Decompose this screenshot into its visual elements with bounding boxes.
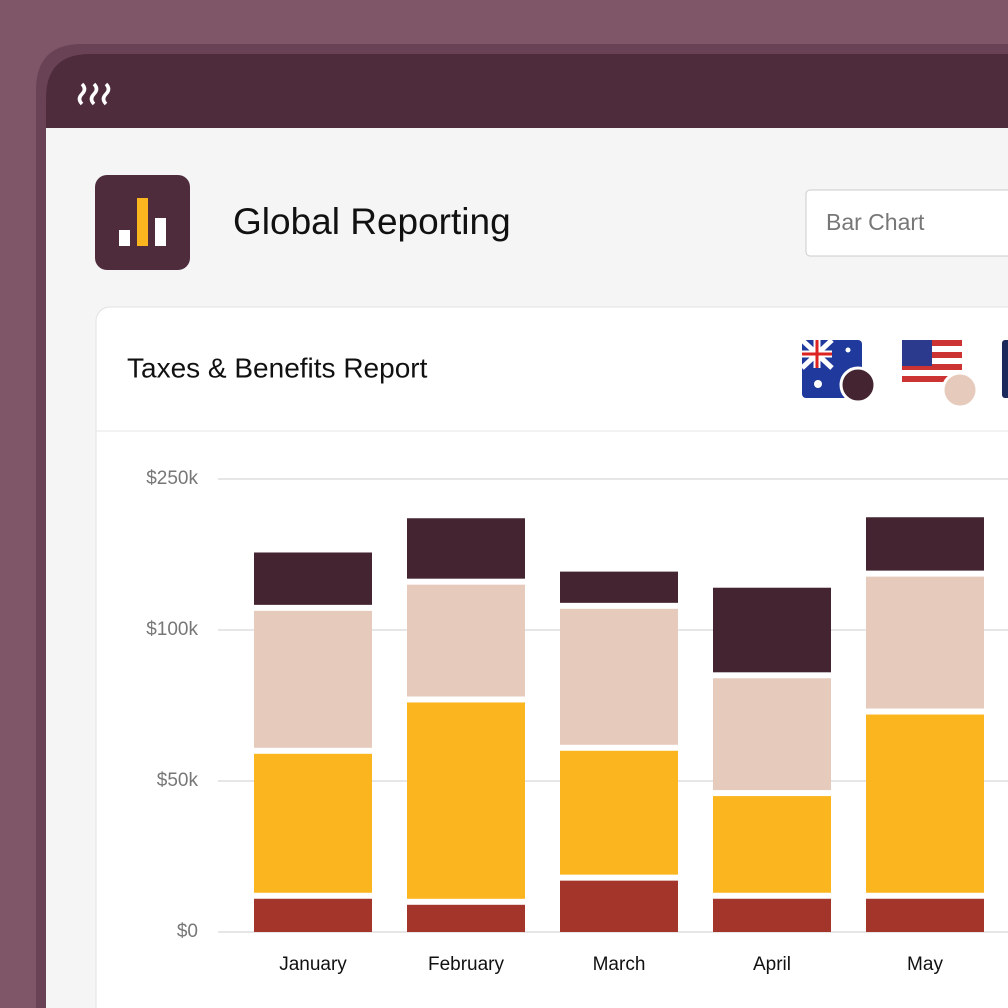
y-tick-label: $0: [177, 921, 198, 942]
bar-segment: [560, 880, 678, 932]
y-tick-label: $250k: [146, 468, 198, 489]
bar-segment: [407, 584, 525, 697]
flag-au[interactable]: [800, 338, 877, 404]
bar-segment: [254, 753, 372, 893]
bar-segment: [560, 750, 678, 875]
bar-segment: [713, 898, 831, 932]
x-tick-label: March: [593, 954, 646, 975]
bar-segment: [866, 714, 984, 893]
bar-segment: [560, 608, 678, 745]
y-tick-label: $100k: [146, 619, 198, 640]
bar-segment: [407, 904, 525, 932]
logo: [77, 82, 111, 106]
page-title: Global Reporting: [233, 201, 511, 242]
bar-segment: [407, 702, 525, 899]
chart: $0 $50k $100k $250k January February March Apri…: [146, 468, 1008, 975]
y-tick-label: $50k: [157, 770, 199, 791]
icon-bar: [155, 218, 166, 246]
icon-bar: [137, 198, 148, 246]
bar-segment: [713, 678, 831, 791]
bar-segment: [866, 898, 984, 932]
bar-segment: [254, 552, 372, 605]
view-select[interactable]: [805, 189, 1008, 257]
icon-bar: [119, 230, 130, 246]
bar-segment: [713, 796, 831, 893]
bar-segment: [866, 517, 984, 571]
view-select-label: Bar Chart: [826, 209, 925, 235]
flag-other[interactable]: [1002, 340, 1008, 398]
bar-segment: [254, 610, 372, 748]
bar-segment: [713, 587, 831, 673]
card-title: Taxes & Benefits Report: [127, 352, 428, 383]
x-tick-label: April: [753, 954, 791, 975]
x-tick-label: January: [279, 954, 347, 975]
flag-us[interactable]: [902, 340, 979, 409]
bar-segment: [254, 898, 372, 932]
x-tick-label: May: [907, 954, 943, 975]
bar-segment: [407, 518, 525, 579]
bar-segment: [866, 576, 984, 709]
bar-segment: [560, 571, 678, 603]
x-tick-label: February: [428, 954, 505, 975]
